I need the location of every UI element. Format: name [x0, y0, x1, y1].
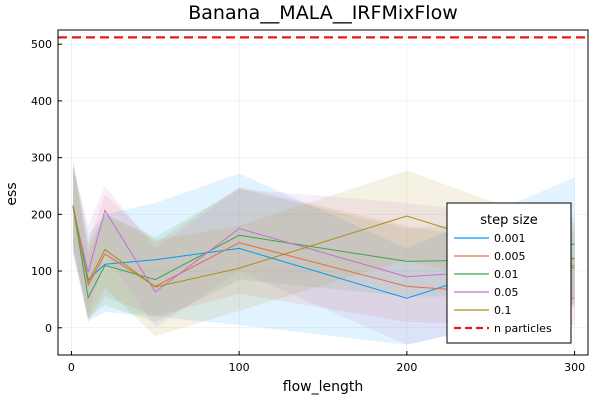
x-tick-label: 100: [229, 361, 250, 374]
x-tick-label: 200: [396, 361, 417, 374]
chart-title: Banana__MALA__IRFMixFlow: [188, 2, 457, 24]
series-lines: [58, 36, 588, 300]
legend-label: 0.005: [494, 250, 526, 263]
series-line-0.001: [72, 205, 575, 299]
legend-label: 0.1: [494, 304, 512, 317]
legend-title: step size: [480, 213, 537, 228]
x-tick-label: 300: [564, 361, 585, 374]
y-tick-label: 400: [31, 95, 52, 108]
x-tick-label: 0: [68, 361, 75, 374]
legend-box: [446, 202, 572, 344]
y-axis-label: ess: [4, 182, 20, 205]
legend-items: 0.001 0.005 0.01 0.05 0.1 n particles: [454, 232, 552, 335]
legend-label: 0.05: [494, 286, 519, 299]
series-line-0.05: [72, 208, 575, 293]
y-tick-label: 300: [31, 152, 52, 165]
y-tick-label: 0: [45, 322, 52, 335]
y-tick-label: 500: [31, 38, 52, 51]
legend: step size 0.001 0.005 0.01 0.05 0.1 n particl…: [446, 202, 572, 344]
y-tick-label: 200: [31, 208, 52, 221]
grid: [58, 30, 588, 355]
axis-ticks: 0 100 200 300 0 100 200 300 400 500: [31, 38, 585, 374]
x-axis-label: flow_length: [283, 379, 363, 395]
series-line-0.01: [72, 206, 575, 300]
legend-label: 0.01: [494, 268, 519, 281]
legend-label: n particles: [494, 322, 552, 335]
series-line-0.1: [72, 205, 575, 288]
plot-frame: [57, 29, 589, 356]
y-tick-label: 100: [31, 265, 52, 278]
legend-label: 0.001: [494, 232, 526, 245]
